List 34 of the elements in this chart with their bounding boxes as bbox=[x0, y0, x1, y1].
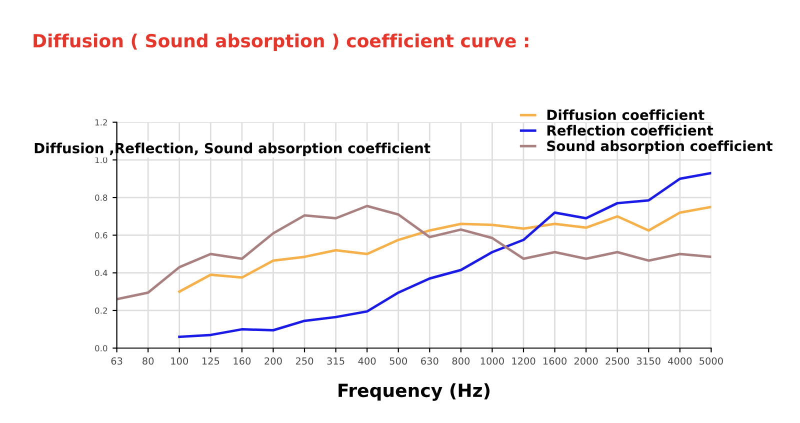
legend-label: Sound absorption coefficient bbox=[547, 140, 772, 154]
line-series bbox=[116, 204, 712, 300]
x-tick-label: 1600 bbox=[543, 357, 567, 365]
line-series bbox=[178, 172, 712, 338]
y-tick-label: 0.8 bbox=[95, 194, 108, 201]
y-tick-label: 1.2 bbox=[95, 119, 107, 126]
y-tick-label: 0.6 bbox=[95, 232, 108, 238]
chart-title: Diffusion ( Sound absorption ) coefficient curve : bbox=[34, 34, 528, 52]
x-tick-label: 4000 bbox=[668, 357, 692, 365]
x-tick-label: 315 bbox=[327, 357, 344, 365]
x-tick-label: 63 bbox=[111, 357, 122, 365]
x-tick-label: 125 bbox=[202, 357, 220, 365]
y-tick-label: 0.4 bbox=[95, 270, 108, 276]
legend-label: Reflection coefficient bbox=[547, 124, 714, 136]
x-tick-label: 630 bbox=[421, 357, 438, 365]
text: 0.0 bbox=[95, 345, 108, 352]
x-tick-label: 160 bbox=[234, 357, 251, 365]
x-tick-label: 250 bbox=[296, 357, 314, 365]
x-tick-label: 1200 bbox=[512, 357, 536, 365]
line-series bbox=[178, 206, 712, 293]
x-tick-label: 2000 bbox=[574, 357, 598, 365]
x-tick-label: 3150 bbox=[637, 357, 660, 365]
x-tick-label: 2500 bbox=[606, 357, 630, 365]
x-tick-label: 5000 bbox=[700, 357, 723, 365]
y-tick-label: 0.2 bbox=[95, 307, 107, 314]
x-axis-title: Frequency (Hz) bbox=[338, 383, 490, 401]
legend-label: Diffusion coefficient bbox=[547, 109, 704, 120]
x-tick-label: 800 bbox=[452, 357, 470, 365]
x-tick-label: 200 bbox=[264, 357, 282, 365]
x-tick-label: 500 bbox=[390, 357, 407, 365]
x-tick-label: 80 bbox=[142, 357, 154, 365]
x-tick-label: 400 bbox=[358, 357, 376, 365]
x-tick-label: 1000 bbox=[480, 357, 504, 365]
x-tick-label: 100 bbox=[171, 357, 188, 365]
